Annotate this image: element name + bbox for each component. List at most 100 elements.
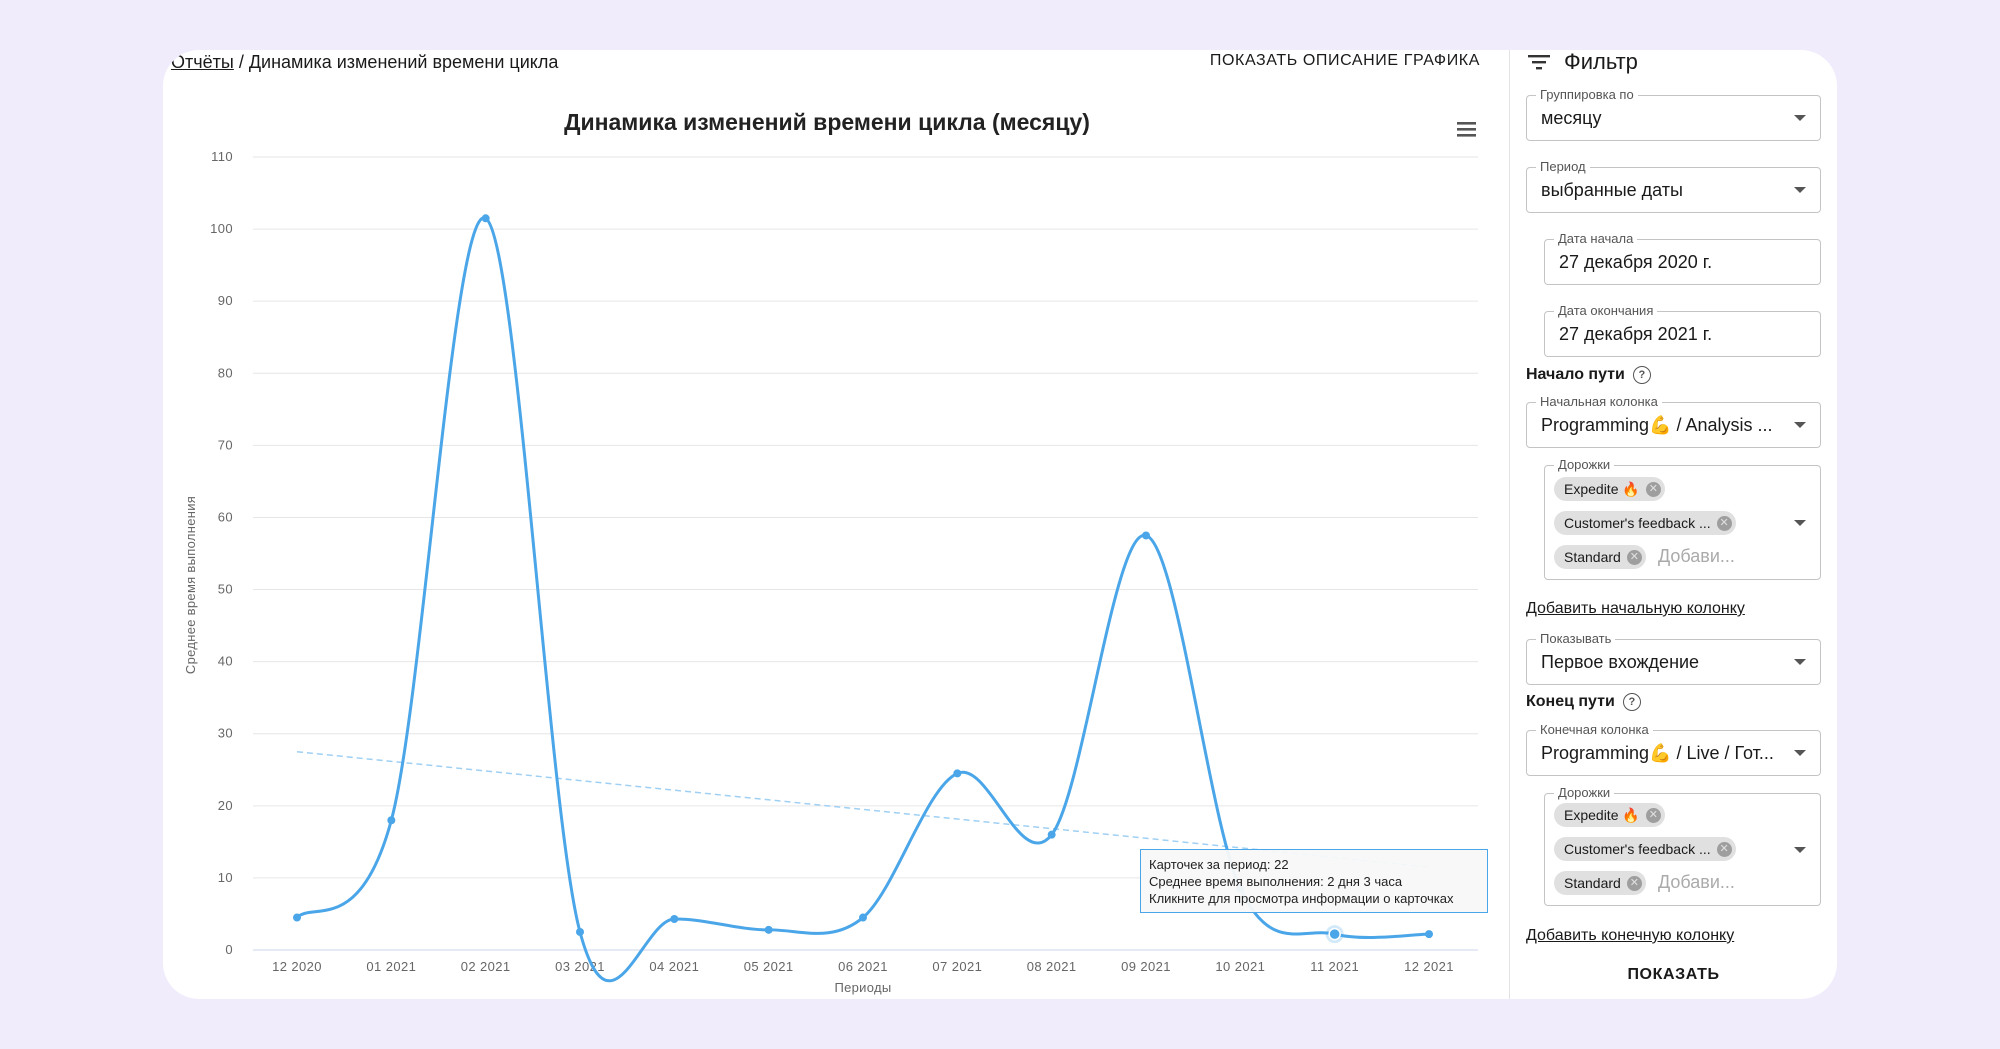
data-point[interactable] xyxy=(953,769,962,778)
chevron-down-icon xyxy=(1794,519,1806,526)
x-tick-label: 11 2021 xyxy=(1310,959,1359,974)
chip-remove-icon[interactable]: ✕ xyxy=(1716,841,1732,857)
chip-label: Standard xyxy=(1564,875,1621,891)
add-start-column-link[interactable]: Добавить начальную колонку xyxy=(1526,600,1745,617)
y-tick-label: 30 xyxy=(218,726,233,741)
lane-chip-expedite[interactable]: Expedite 🔥 ✕ xyxy=(1554,803,1665,827)
y-tick-label: 80 xyxy=(218,365,233,380)
end-date-label: Дата окончания xyxy=(1554,303,1658,319)
chevron-down-icon xyxy=(1794,187,1806,193)
start-date-label: Дата начала xyxy=(1554,231,1638,247)
add-end-column-link[interactable]: Добавить конечную колонку xyxy=(1526,927,1735,944)
breadcrumb-current: Динамика изменений времени цикла xyxy=(248,52,559,72)
grouping-label: Группировка по xyxy=(1536,87,1638,103)
x-tick-label: 06 2021 xyxy=(838,959,888,974)
hamburger-menu-icon[interactable] xyxy=(1454,117,1480,143)
chip-remove-icon[interactable]: ✕ xyxy=(1645,481,1661,497)
help-icon[interactable]: ? xyxy=(1622,693,1641,711)
breadcrumb-reports-link[interactable]: Отчёты xyxy=(171,52,234,72)
x-tick-label: 12 2020 xyxy=(272,959,322,974)
period-value: выбранные даты xyxy=(1541,179,1683,200)
filter-header: Фильтр xyxy=(1528,50,1638,74)
chevron-down-icon xyxy=(1794,659,1806,665)
x-tick-label: 01 2021 xyxy=(366,959,416,974)
chip-remove-icon[interactable]: ✕ xyxy=(1645,807,1661,823)
y-tick-label: 100 xyxy=(210,221,233,236)
period-select[interactable]: Период выбранные даты xyxy=(1526,159,1821,213)
lanes-add-input[interactable]: Добави... xyxy=(1658,546,1735,566)
lane-chip-standard[interactable]: Standard ✕ xyxy=(1554,871,1646,895)
end-column-select[interactable]: Конечная колонка Programming💪 / Live / Г… xyxy=(1526,722,1821,776)
lane-chip-customers-feedback[interactable]: Customer's feedback ... ✕ xyxy=(1554,511,1736,535)
end-lanes-select[interactable]: Дорожки Expedite 🔥 ✕ Customer's feedback … xyxy=(1544,785,1821,906)
help-icon[interactable]: ? xyxy=(1632,366,1651,384)
data-point[interactable] xyxy=(1142,531,1150,540)
data-point[interactable] xyxy=(1328,927,1341,941)
grouping-select[interactable]: Группировка по месяцу xyxy=(1526,87,1821,141)
panel-divider xyxy=(1509,50,1510,999)
lane-chip-expedite[interactable]: Expedite 🔥 ✕ xyxy=(1554,477,1665,501)
x-tick-label: 08 2021 xyxy=(1027,959,1077,974)
show-mode-select[interactable]: Показывать Первое вхождение xyxy=(1526,631,1821,685)
x-axis-ticks: 12 2020 01 2021 02 2021 03 2021 04 2021 05 20… xyxy=(272,959,1453,974)
x-tick-label: 09 2021 xyxy=(1121,959,1171,974)
y-axis-title: Среднее время выполнения xyxy=(183,496,198,674)
y-tick-label: 20 xyxy=(218,798,233,813)
data-point[interactable] xyxy=(670,915,679,924)
grouping-value: месяцу xyxy=(1541,107,1602,128)
path-start-title: Начало пути xyxy=(1526,366,1625,383)
start-lanes-label: Дорожки xyxy=(1554,457,1615,473)
start-column-select[interactable]: Начальная колонка Programming💪 / Analysi… xyxy=(1526,394,1821,448)
end-lanes-label: Дорожки xyxy=(1554,785,1615,801)
period-label: Период xyxy=(1536,159,1590,175)
chevron-down-icon xyxy=(1794,422,1806,428)
x-tick-label: 07 2021 xyxy=(932,959,982,974)
show-button[interactable]: ПОКАЗАТЬ xyxy=(1627,966,1720,983)
chip-remove-icon[interactable]: ✕ xyxy=(1626,549,1642,565)
chip-label: Standard xyxy=(1564,549,1621,565)
data-tooltip: Карточек за период: 22 Среднее время вып… xyxy=(1140,849,1488,913)
lanes-add-input[interactable]: Добави... xyxy=(1658,872,1735,892)
start-date-field[interactable]: Дата начала 27 декабря 2020 г. xyxy=(1544,231,1821,285)
show-mode-label: Показывать xyxy=(1536,631,1616,647)
data-point[interactable] xyxy=(859,913,867,922)
data-point[interactable] xyxy=(1047,830,1056,839)
data-point[interactable] xyxy=(387,816,396,825)
chip-remove-icon[interactable]: ✕ xyxy=(1626,875,1642,891)
y-tick-label: 60 xyxy=(218,509,233,524)
chip-label: Expedite 🔥 xyxy=(1564,806,1640,823)
y-tick-label: 50 xyxy=(218,582,233,597)
data-point[interactable] xyxy=(764,925,773,934)
report-card: Отчёты / Динамика изменений времени цикл… xyxy=(163,50,1837,999)
end-date-value: 27 декабря 2021 г. xyxy=(1559,323,1713,344)
start-lanes-select[interactable]: Дорожки Expedite 🔥 ✕ Customer's feedback … xyxy=(1544,457,1821,580)
show-description-button[interactable]: ПОКАЗАТЬ ОПИСАНИЕ ГРАФИКА xyxy=(1209,52,1480,69)
data-point[interactable] xyxy=(576,927,584,936)
path-end-heading: Конец пути ? xyxy=(1526,693,1641,711)
start-date-value: 27 декабря 2020 г. xyxy=(1559,251,1713,272)
data-point[interactable] xyxy=(481,214,490,223)
end-column-label: Конечная колонка xyxy=(1536,722,1653,738)
end-date-field[interactable]: Дата окончания 27 декабря 2021 г. xyxy=(1544,303,1821,357)
chip-label: Customer's feedback ... xyxy=(1564,515,1711,531)
chart-grid xyxy=(253,156,1478,951)
chip-label: Customer's feedback ... xyxy=(1564,841,1711,857)
breadcrumb: Отчёты / Динамика изменений времени цикл… xyxy=(171,52,558,73)
x-tick-label: 04 2021 xyxy=(649,959,699,974)
data-point[interactable] xyxy=(1425,930,1433,939)
lane-chip-standard[interactable]: Standard ✕ xyxy=(1554,545,1646,569)
chart-panel: Отчёты / Динамика изменений времени цикл… xyxy=(163,50,1509,999)
chip-label: Expedite 🔥 xyxy=(1564,480,1640,497)
filter-icon xyxy=(1528,55,1550,70)
data-point[interactable] xyxy=(293,913,301,922)
series-line xyxy=(295,216,1430,983)
start-column-value: Programming💪 / Analysis ... xyxy=(1541,414,1773,435)
chevron-down-icon xyxy=(1794,846,1806,853)
y-tick-label: 110 xyxy=(211,149,233,164)
filter-title: Фильтр xyxy=(1564,50,1638,74)
breadcrumb-separator: / xyxy=(233,52,249,72)
tooltip-hint: Кликните для просмотра информации о карт… xyxy=(1149,891,1454,906)
x-tick-label: 10 2021 xyxy=(1215,959,1265,974)
chip-remove-icon[interactable]: ✕ xyxy=(1716,515,1732,531)
lane-chip-customers-feedback[interactable]: Customer's feedback ... ✕ xyxy=(1554,837,1736,861)
